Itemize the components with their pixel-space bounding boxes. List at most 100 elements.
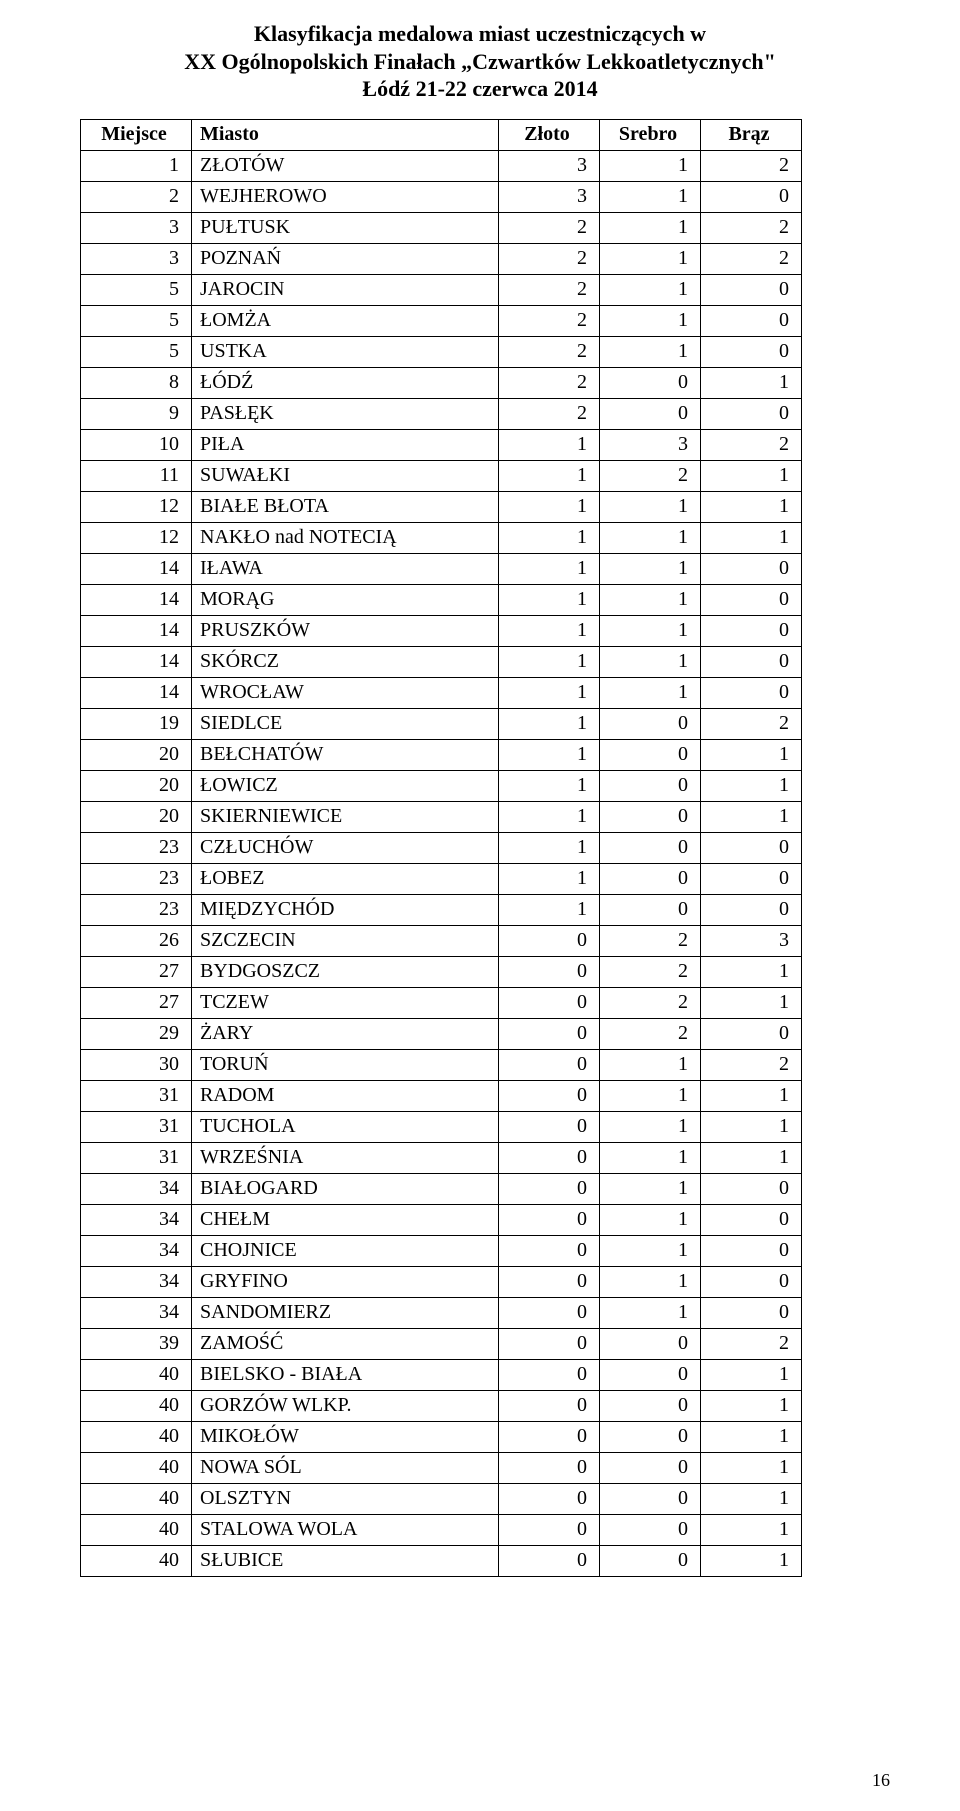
cell-miejsce: 8: [81, 367, 192, 398]
table-row: 31WRZEŚNIA011: [81, 1142, 802, 1173]
cell-zloto: 0: [499, 1545, 600, 1576]
cell-miasto: SKÓRCZ: [192, 646, 499, 677]
cell-braz: 0: [701, 894, 802, 925]
cell-miasto: MIĘDZYCHÓD: [192, 894, 499, 925]
table-row: 14PRUSZKÓW110: [81, 615, 802, 646]
cell-srebro: 0: [600, 1390, 701, 1421]
cell-zloto: 1: [499, 491, 600, 522]
cell-zloto: 1: [499, 460, 600, 491]
cell-miejsce: 12: [81, 491, 192, 522]
cell-zloto: 1: [499, 801, 600, 832]
cell-braz: 0: [701, 1266, 802, 1297]
cell-miasto: PASŁĘK: [192, 398, 499, 429]
cell-miasto: GORZÓW WLKP.: [192, 1390, 499, 1421]
cell-miejsce: 26: [81, 925, 192, 956]
cell-miasto: BEŁCHATÓW: [192, 739, 499, 770]
cell-srebro: 0: [600, 894, 701, 925]
cell-miejsce: 3: [81, 212, 192, 243]
cell-srebro: 1: [600, 336, 701, 367]
cell-miasto: SZCZECIN: [192, 925, 499, 956]
cell-zloto: 0: [499, 1142, 600, 1173]
cell-miejsce: 20: [81, 739, 192, 770]
cell-braz: 0: [701, 1018, 802, 1049]
cell-zloto: 0: [499, 1452, 600, 1483]
cell-braz: 1: [701, 1359, 802, 1390]
cell-srebro: 2: [600, 987, 701, 1018]
cell-miejsce: 5: [81, 274, 192, 305]
cell-miejsce: 20: [81, 770, 192, 801]
cell-zloto: 1: [499, 739, 600, 770]
cell-miejsce: 31: [81, 1142, 192, 1173]
cell-srebro: 0: [600, 1545, 701, 1576]
table-row: 40NOWA SÓL001: [81, 1452, 802, 1483]
table-row: 40OLSZTYN001: [81, 1483, 802, 1514]
cell-miasto: SŁUBICE: [192, 1545, 499, 1576]
cell-srebro: 1: [600, 181, 701, 212]
cell-braz: 0: [701, 553, 802, 584]
cell-braz: 0: [701, 336, 802, 367]
cell-srebro: 0: [600, 863, 701, 894]
cell-miasto: TCZEW: [192, 987, 499, 1018]
cell-miejsce: 23: [81, 894, 192, 925]
table-row: 11SUWAŁKI121: [81, 460, 802, 491]
title-line-3: Łódź 21-22 czerwca 2014: [60, 75, 900, 103]
cell-braz: 1: [701, 1080, 802, 1111]
cell-zloto: 0: [499, 1514, 600, 1545]
cell-braz: 1: [701, 956, 802, 987]
cell-braz: 1: [701, 1514, 802, 1545]
cell-zloto: 1: [499, 770, 600, 801]
page-number: 16: [872, 1770, 890, 1791]
cell-miejsce: 23: [81, 863, 192, 894]
cell-braz: 0: [701, 181, 802, 212]
cell-miejsce: 27: [81, 987, 192, 1018]
cell-zloto: 0: [499, 1049, 600, 1080]
cell-zloto: 0: [499, 1111, 600, 1142]
table-row: 2WEJHEROWO310: [81, 181, 802, 212]
table-row: 34CHOJNICE010: [81, 1235, 802, 1266]
cell-braz: 1: [701, 1452, 802, 1483]
cell-miasto: GRYFINO: [192, 1266, 499, 1297]
cell-miasto: MORĄG: [192, 584, 499, 615]
table-row: 40STALOWA WOLA001: [81, 1514, 802, 1545]
cell-zloto: 0: [499, 987, 600, 1018]
cell-miasto: NOWA SÓL: [192, 1452, 499, 1483]
cell-zloto: 1: [499, 429, 600, 460]
cell-zloto: 0: [499, 1483, 600, 1514]
cell-zloto: 0: [499, 925, 600, 956]
cell-miejsce: 10: [81, 429, 192, 460]
cell-miasto: SIEDLCE: [192, 708, 499, 739]
table-header-row: Miejsce Miasto Złoto Srebro Brąz: [81, 119, 802, 150]
cell-braz: 0: [701, 1173, 802, 1204]
cell-miejsce: 31: [81, 1080, 192, 1111]
table-row: 5USTKA210: [81, 336, 802, 367]
cell-zloto: 0: [499, 1390, 600, 1421]
cell-miejsce: 40: [81, 1359, 192, 1390]
cell-braz: 2: [701, 243, 802, 274]
cell-zloto: 1: [499, 646, 600, 677]
cell-braz: 2: [701, 212, 802, 243]
cell-miejsce: 1: [81, 150, 192, 181]
cell-miasto: CHEŁM: [192, 1204, 499, 1235]
cell-zloto: 1: [499, 677, 600, 708]
table-row: 23ŁOBEZ100: [81, 863, 802, 894]
header-braz: Brąz: [701, 119, 802, 150]
cell-srebro: 0: [600, 708, 701, 739]
cell-zloto: 0: [499, 1266, 600, 1297]
cell-braz: 2: [701, 150, 802, 181]
cell-miejsce: 34: [81, 1173, 192, 1204]
cell-srebro: 0: [600, 1452, 701, 1483]
table-row: 31RADOM011: [81, 1080, 802, 1111]
cell-miasto: TORUŃ: [192, 1049, 499, 1080]
cell-miejsce: 30: [81, 1049, 192, 1080]
cell-miejsce: 39: [81, 1328, 192, 1359]
cell-braz: 0: [701, 832, 802, 863]
header-miasto: Miasto: [192, 119, 499, 150]
cell-zloto: 0: [499, 1421, 600, 1452]
cell-srebro: 1: [600, 553, 701, 584]
cell-miejsce: 11: [81, 460, 192, 491]
cell-braz: 1: [701, 770, 802, 801]
table-row: 12BIAŁE BŁOTA111: [81, 491, 802, 522]
cell-miasto: SANDOMIERZ: [192, 1297, 499, 1328]
medal-table: Miejsce Miasto Złoto Srebro Brąz 1ZŁOTÓW…: [80, 119, 802, 1577]
table-row: 23CZŁUCHÓW100: [81, 832, 802, 863]
